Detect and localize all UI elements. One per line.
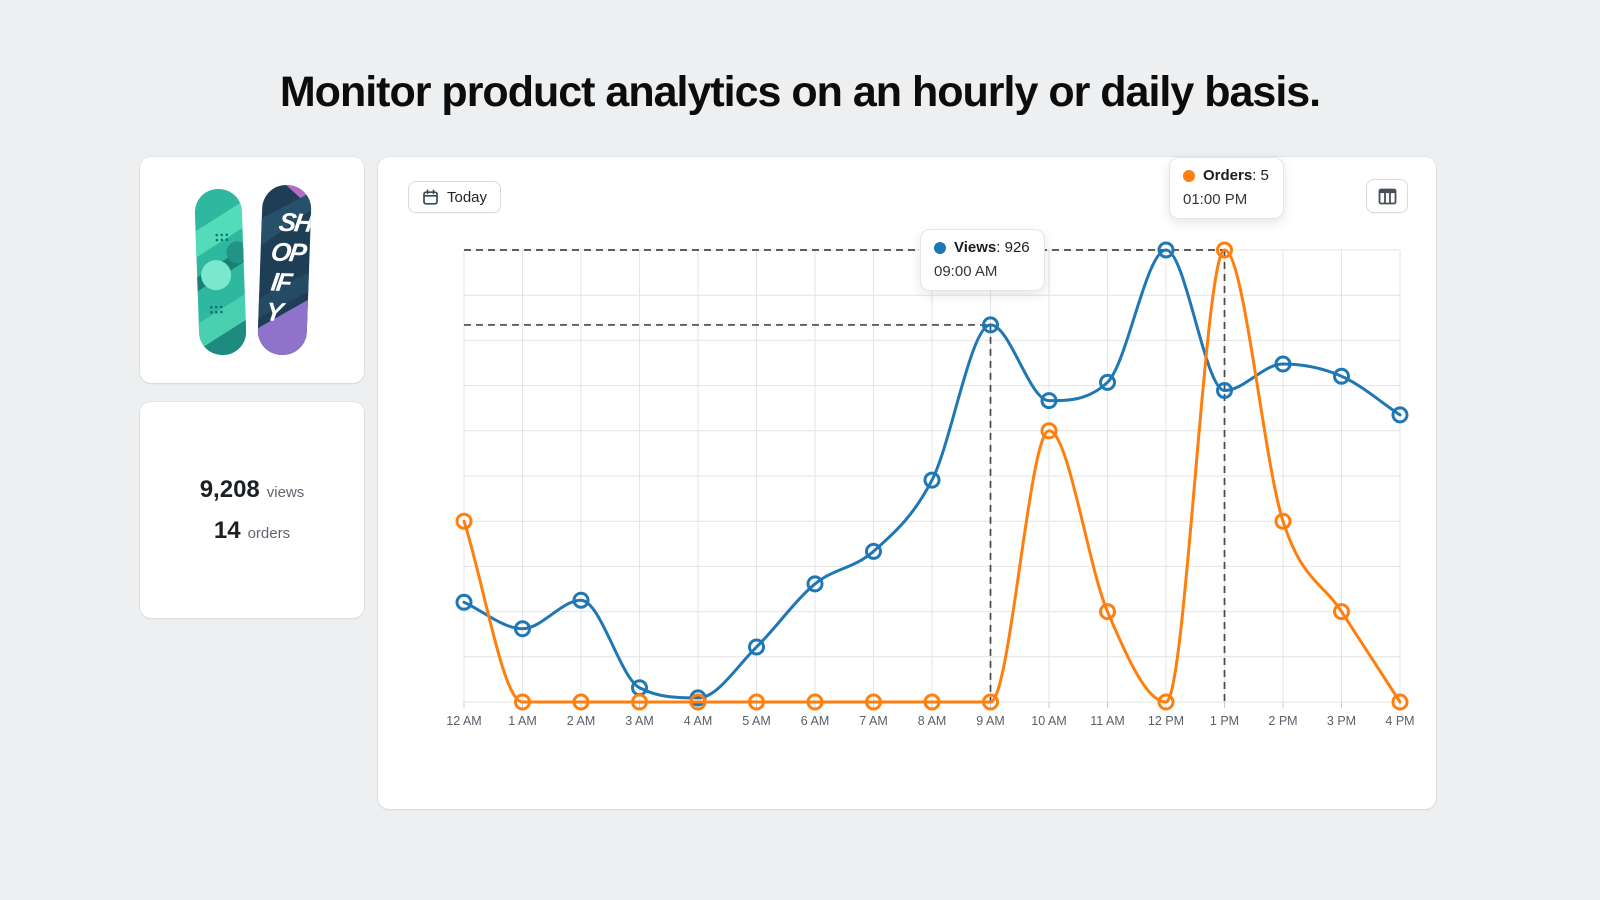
views-point bbox=[1391, 406, 1409, 424]
orders-point bbox=[1391, 693, 1409, 711]
orders-tooltip-row: Orders: 5 bbox=[1183, 167, 1269, 184]
views-point bbox=[865, 542, 882, 560]
snowboards-product-image: SH OP IF Y bbox=[194, 184, 316, 356]
views-value: 9,208 bbox=[199, 475, 260, 503]
x-tick-label: 2 AM bbox=[567, 714, 596, 728]
orders-point bbox=[455, 512, 473, 530]
views-tooltip: Views: 926 09:00 AM bbox=[920, 229, 1045, 291]
views-point bbox=[514, 620, 531, 638]
x-tick-label: 6 AM bbox=[801, 714, 830, 728]
views-point bbox=[572, 591, 590, 609]
orders-line bbox=[462, 248, 1402, 704]
views-point bbox=[455, 593, 473, 611]
x-tick-label: 4 AM bbox=[684, 714, 713, 728]
views-point bbox=[982, 316, 999, 334]
orders-point bbox=[748, 693, 765, 711]
orders-point bbox=[1157, 693, 1175, 711]
date-range-today-button[interactable]: Today bbox=[408, 181, 502, 213]
orders-point bbox=[572, 693, 590, 711]
orders-point bbox=[689, 693, 707, 711]
hourly-line-chart[interactable]: 12 AM 1 AM 2 AM 3 AM 4 AM 5 AM 6 AM 7 AM 8 AM 9 A… bbox=[378, 157, 1436, 809]
orders-tooltip: Orders: 5 01:00 PM bbox=[1169, 157, 1284, 219]
x-tick-label: 12 AM bbox=[446, 714, 481, 728]
x-tick-label: 2 PM bbox=[1268, 714, 1297, 728]
views-label: views bbox=[266, 483, 305, 501]
x-tick-label: 5 AM bbox=[742, 714, 771, 728]
table-view-button[interactable] bbox=[1366, 179, 1408, 213]
views-point bbox=[1099, 373, 1116, 391]
orders-stat: 14 orders bbox=[214, 517, 290, 545]
orders-point bbox=[1040, 422, 1058, 440]
orders-point bbox=[982, 693, 999, 711]
x-tick-label: 3 PM bbox=[1327, 714, 1356, 728]
views-series-dot bbox=[934, 241, 946, 254]
views-tooltip-row: Views: 926 bbox=[934, 239, 1030, 256]
svg-text:OP: OP bbox=[269, 237, 309, 268]
right-snowboard: SH OP IF Y bbox=[257, 184, 316, 356]
views-stat: 9,208 views bbox=[200, 476, 305, 504]
table-icon bbox=[1378, 188, 1396, 204]
orders-label: orders bbox=[247, 524, 291, 542]
calendar-icon bbox=[423, 189, 438, 205]
today-button-label: Today bbox=[447, 188, 488, 206]
orders-point bbox=[631, 693, 648, 711]
orders-value: 14 bbox=[213, 516, 241, 544]
x-tick-label: 9 AM bbox=[976, 714, 1005, 728]
orders-point bbox=[1099, 603, 1116, 621]
orders-point bbox=[514, 693, 531, 711]
views-line bbox=[462, 248, 1402, 700]
x-tick-label: 3 AM bbox=[625, 714, 654, 728]
orders-point bbox=[923, 693, 941, 711]
views-point bbox=[923, 471, 941, 489]
views-point bbox=[806, 575, 824, 593]
left-snowboard bbox=[194, 189, 247, 356]
analytics-chart-card: 12 AM 1 AM 2 AM 3 AM 4 AM 5 AM 6 AM 7 AM 8 AM 9 A… bbox=[378, 157, 1436, 809]
product-stats-card: 9,208 views 14 orders bbox=[140, 402, 364, 618]
orders-point bbox=[1216, 241, 1233, 259]
views-tooltip-time: 09:00 AM bbox=[934, 263, 998, 280]
orders-tooltip-text: Orders: 5 bbox=[1203, 167, 1269, 184]
views-point bbox=[748, 638, 765, 656]
views-point bbox=[1216, 381, 1233, 399]
x-tick-label: 12 PM bbox=[1148, 714, 1184, 728]
views-tooltip-text: Views: 926 bbox=[954, 239, 1030, 256]
x-tick-label: 11 AM bbox=[1090, 714, 1125, 728]
x-tick-label: 1 PM bbox=[1210, 714, 1239, 728]
orders-point bbox=[806, 693, 824, 711]
x-tick-label: 1 AM bbox=[508, 714, 537, 728]
views-point bbox=[1274, 355, 1292, 373]
x-tick-label: 7 AM bbox=[859, 714, 888, 728]
page-title: Monitor product analytics on an hourly o… bbox=[279, 68, 1321, 116]
x-tick-label: 4 PM bbox=[1385, 714, 1414, 728]
product-image-card: SH OP IF Y bbox=[140, 157, 364, 383]
orders-tooltip-time: 01:00 PM bbox=[1183, 191, 1248, 208]
orders-point bbox=[1274, 512, 1292, 530]
orders-point bbox=[1333, 603, 1350, 621]
views-point bbox=[1040, 392, 1058, 410]
svg-text:SH: SH bbox=[277, 207, 316, 238]
x-tick-label: 10 AM bbox=[1031, 714, 1066, 728]
orders-point bbox=[865, 693, 882, 711]
orders-series-dot bbox=[1183, 169, 1195, 182]
views-point bbox=[1157, 241, 1175, 259]
x-tick-label: 8 AM bbox=[918, 714, 947, 728]
views-point bbox=[1333, 367, 1350, 385]
